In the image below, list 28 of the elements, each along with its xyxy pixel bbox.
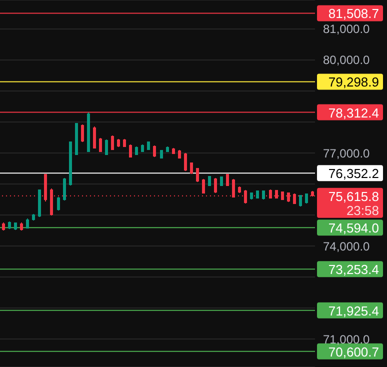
ref-line-label: 74,594.0: [328, 220, 379, 236]
candlestick: [202, 178, 205, 194]
text: 23:58: [346, 202, 379, 218]
candlestick: [57, 196, 60, 211]
candlestick: [214, 178, 217, 194]
y-tick-label: 81,000.0: [323, 22, 370, 36]
candlestick: [99, 138, 102, 153]
candlestick: [93, 126, 96, 150]
ref-line-label: 70,600.7: [328, 344, 379, 360]
candlestick: [184, 152, 187, 172]
candlestick: [63, 177, 66, 201]
ref-line-label: 81,508.7: [328, 6, 379, 22]
y-tick-label: 80,000.0: [323, 53, 370, 68]
ref-line-label: 78,312.4: [328, 105, 379, 120]
ref-line-label: 73,253.4: [328, 262, 379, 278]
ref-line-label: 75,615.8: [328, 188, 379, 204]
candlestick: [153, 145, 156, 158]
ref-line-label: 76,352.2: [328, 166, 379, 182]
candlestick: [105, 139, 108, 156]
ref-line-label: 79,298.9: [328, 74, 379, 90]
y-tick-label: 71,000.0: [323, 332, 370, 346]
ref-line-label: 71,925.4: [328, 303, 379, 318]
candlestick: [111, 135, 114, 151]
candlestick: [129, 144, 132, 158]
y-tick-label: 77,000.0: [323, 146, 370, 160]
y-tick-label: 74,000.0: [323, 239, 370, 254]
candlestick: [196, 167, 199, 182]
candlestick: [81, 124, 84, 143]
